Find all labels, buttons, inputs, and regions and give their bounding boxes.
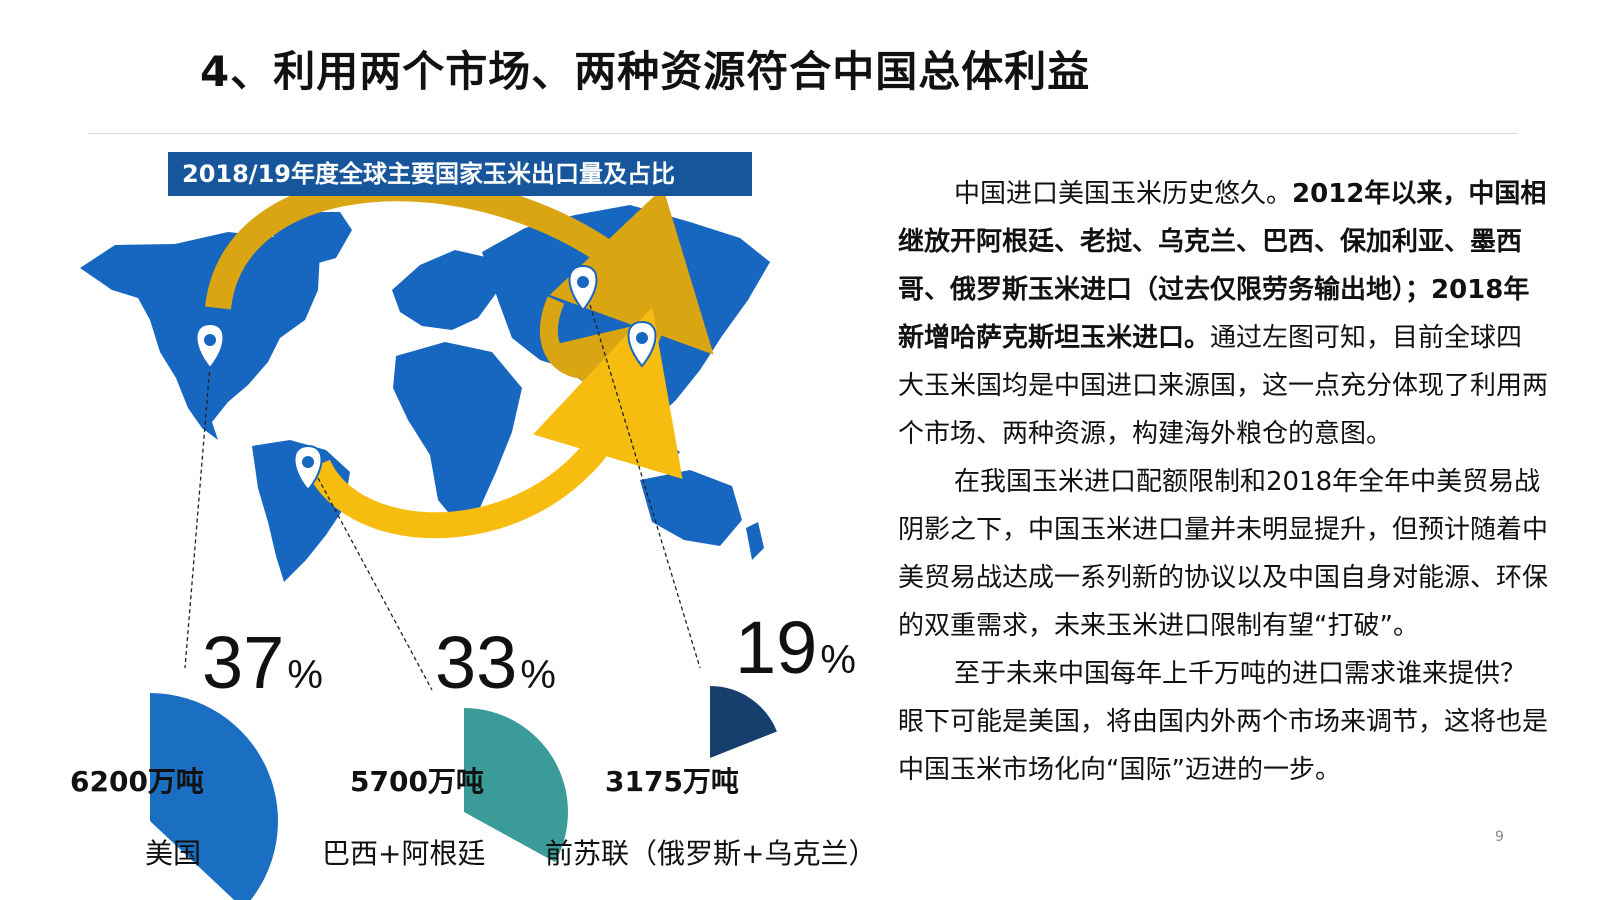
category-label-usa: 美国 [145, 837, 202, 870]
paragraph-2: 在我国玉米进口配额限制和2018年全年中美贸易战阴影之下，中国玉米进口量并未明显… [898, 467, 1549, 641]
wedge-brazil [464, 708, 568, 863]
p1-tail: 通过左图可知，目前全球四大玉米国均是中国进口来源国，这一点充分体现了利用两个市场… [898, 323, 1549, 449]
description-text: 中国进口美国玉米历史悠久。2012年以来，中国相继放开阿根廷、老挝、乌克兰、巴西… [898, 170, 1548, 794]
pct-value-brazil: 33 [435, 621, 518, 704]
pin-icon-russia [568, 264, 598, 312]
africa-shape [393, 342, 522, 524]
pct-unit-usa: % [287, 653, 323, 697]
paragraph-3: 至于未来中国每年上千万吨的进口需求谁来提供？眼下可能是美国，将由国内外两个市场来… [898, 659, 1549, 785]
pct-value-usa: 37 [202, 621, 285, 704]
volume-label-brazil: 5700万吨 [350, 765, 484, 798]
paragraph-1: 中国进口美国玉米历史悠久。2012年以来，中国相继放开阿根廷、老挝、乌克兰、巴西… [898, 170, 1548, 458]
leader-line-ussr [589, 304, 701, 669]
arrow-brazil-to-china [306, 307, 683, 539]
europe-shape [392, 250, 500, 330]
volume-label-ussr: 3175万吨 [605, 765, 739, 798]
pct-label-usa: 37% [202, 620, 323, 705]
pct-label-brazil: 33% [435, 620, 556, 705]
page-number: 9 [1495, 829, 1504, 845]
p1-normal: 中国进口美国玉米历史悠久。 [954, 179, 1293, 209]
pct-value-ussr: 19 [735, 606, 818, 689]
pct-label-ussr: 19% [735, 605, 856, 690]
category-label-brazil: 巴西+阿根廷 [322, 837, 486, 870]
leader-line-usa [184, 364, 211, 669]
p1-bold: 2012年以来，中国相继放开阿根廷、老挝、乌克兰、巴西、保加利亚、墨西哥、俄罗斯… [898, 179, 1547, 353]
title-divider [88, 133, 1518, 134]
slide-title: 4、利用两个市场、两种资源符合中国总体利益 [200, 47, 1091, 96]
category-label-ussr: 前苏联（俄罗斯+乌克兰） [545, 837, 877, 870]
australia-shape [640, 470, 742, 546]
pct-unit-ussr: % [820, 638, 856, 682]
chart-title: 2018/19年度全球主要国家玉米出口量及占比 [168, 152, 752, 196]
new-zealand-shape [746, 522, 764, 560]
greenland-shape [268, 212, 352, 266]
pin-icon-china [627, 320, 657, 368]
volume-label-usa: 6200万吨 [70, 765, 204, 798]
wedge-ussr [710, 686, 777, 758]
pin-icon-usa [195, 322, 225, 370]
pin-icon-brazil [293, 444, 323, 492]
leader-lines [184, 304, 701, 691]
wedge-usa [150, 693, 278, 900]
share-wedges [150, 686, 777, 900]
pct-unit-brazil: % [520, 653, 556, 697]
leader-line-brazil [317, 477, 433, 691]
